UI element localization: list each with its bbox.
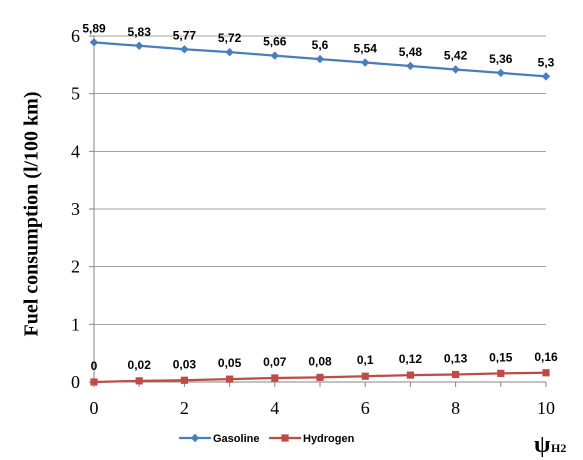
x-tick-label: 0 [90, 398, 99, 418]
hydrogen-data-label: 0,05 [218, 356, 242, 370]
x-tick-label: 2 [180, 398, 189, 418]
legend-hydrogen-marker [281, 434, 289, 442]
x-axis-title: ψ H2 [534, 432, 566, 458]
gasoline-data-label: 5,89 [82, 21, 106, 35]
series-lines [89, 38, 551, 386]
legend-gasoline-label: Gasoline [213, 433, 259, 445]
hydrogen-data-label: 0,13 [444, 352, 468, 366]
gasoline-data-label: 5,72 [218, 31, 242, 45]
legend: Gasoline Hydrogen [179, 433, 355, 445]
axes [89, 35, 547, 387]
x-tick-label: 4 [270, 398, 279, 418]
hydrogen-point [226, 375, 234, 383]
y-tick-label: 1 [71, 314, 80, 334]
hydrogen-point [452, 370, 460, 379]
hydrogen-point [180, 376, 188, 384]
hydrogen-point [406, 371, 414, 379]
hydrogen-data-label: 0,15 [489, 350, 513, 364]
gasoline-data-label: 5,66 [263, 35, 287, 49]
gasoline-point [89, 38, 99, 47]
y-tick-label: 2 [71, 257, 80, 277]
gasoline-point [361, 58, 370, 67]
x-tick-label: 6 [361, 398, 370, 418]
y-tick-label: 6 [71, 26, 80, 46]
gasoline-data-label: 5,54 [354, 42, 378, 56]
x-axis-title-symbol: ψ [534, 432, 551, 458]
hydrogen-data-label: 0,02 [128, 358, 152, 372]
y-axis-title: Fuel consumption (l/100 km) [21, 91, 43, 336]
hydrogen-data-label: 0,07 [263, 355, 287, 369]
hydrogen-data-label: 0,03 [173, 357, 197, 371]
hydrogen-data-label: 0,12 [399, 352, 423, 366]
hydrogen-point [497, 369, 505, 377]
data-labels: 5,89 5,83 5,77 5,72 5,66 5,6 5,54 5,48 5,42 5,36 5… [82, 21, 558, 373]
x-axis-title-subscript: H2 [551, 441, 566, 455]
hydrogen-data-label: 0 [91, 359, 98, 373]
gasoline-data-label: 5,48 [399, 45, 423, 59]
gridlines [94, 35, 546, 325]
gasoline-data-label: 5,3 [538, 55, 555, 69]
hydrogen-point [542, 369, 550, 377]
gasoline-data-label: 5,42 [444, 48, 468, 62]
hydrogen-point [271, 374, 279, 382]
gasoline-point [225, 47, 234, 57]
y-tick-label: 4 [71, 141, 80, 161]
y-tick-label: 0 [71, 372, 80, 392]
gasoline-data-label: 5,77 [173, 28, 197, 42]
y-tick-label: 3 [71, 199, 80, 219]
hydrogen-data-label: 0,1 [357, 353, 374, 367]
hydrogen-data-label: 0,16 [534, 350, 558, 364]
gasoline-point [135, 41, 144, 51]
tick-labels: 0 1 2 3 4 5 6 0 2 4 6 8 10 [71, 26, 555, 418]
hydrogen-data-label: 0,08 [308, 354, 332, 368]
hydrogen-point [90, 378, 98, 386]
gasoline-point [406, 61, 415, 71]
gasoline-data-label: 5,36 [489, 52, 513, 66]
gasoline-data-label: 5,6 [312, 38, 329, 52]
hydrogen-point [135, 377, 143, 385]
gasoline-point [541, 72, 551, 81]
gasoline-point [315, 54, 325, 64]
y-tick-label: 5 [71, 84, 80, 104]
gasoline-point [451, 65, 460, 74]
x-tick-label: 8 [451, 398, 460, 418]
gasoline-point [496, 68, 505, 78]
hydrogen-point [361, 372, 369, 380]
gasoline-point [270, 51, 279, 60]
gasoline-point [180, 45, 189, 54]
hydrogen-point [316, 373, 324, 381]
x-tick-label: 10 [537, 398, 555, 418]
legend-gasoline-marker [190, 433, 200, 443]
legend-hydrogen-label: Hydrogen [303, 433, 355, 445]
gasoline-data-label: 5,83 [128, 25, 152, 39]
